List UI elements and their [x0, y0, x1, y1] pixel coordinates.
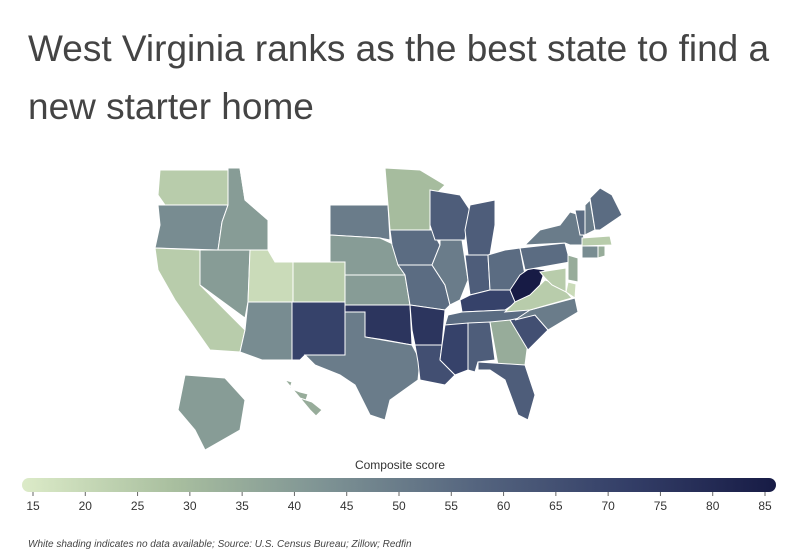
legend-tick-label: 25	[131, 499, 145, 513]
state	[157, 169, 229, 206]
state	[565, 281, 577, 299]
legend-title: Composite score	[355, 458, 445, 472]
state	[389, 229, 441, 266]
legend-tick-label: 75	[654, 499, 668, 513]
legend-tick-label: 55	[445, 499, 459, 513]
state	[581, 245, 599, 259]
state	[329, 167, 389, 206]
legend-tick-label: 15	[26, 499, 40, 513]
legend-bar	[22, 478, 776, 492]
state	[274, 214, 331, 263]
state	[464, 254, 491, 296]
state	[581, 235, 613, 247]
legend-tick-label: 85	[758, 499, 772, 513]
state	[292, 261, 346, 303]
state	[567, 254, 579, 283]
title: West Virginia ranks as the best state to…	[28, 28, 770, 127]
legend-tick-label: 45	[340, 499, 354, 513]
state	[464, 199, 496, 256]
state	[539, 267, 567, 293]
state	[477, 361, 536, 421]
state	[154, 204, 229, 251]
state	[597, 245, 606, 259]
state	[291, 301, 346, 361]
footnote: White shading indicates no data availabl…	[28, 539, 412, 550]
state	[344, 274, 411, 306]
state	[303, 311, 421, 421]
state	[239, 301, 293, 361]
state	[283, 379, 323, 417]
legend-tick-label: 70	[601, 499, 615, 513]
state	[177, 374, 246, 451]
state	[329, 204, 391, 241]
legend-tick-label: 20	[79, 499, 93, 513]
legend-tick-label: 80	[706, 499, 720, 513]
legend-tick-label: 65	[549, 499, 563, 513]
legend-tick-label: 35	[235, 499, 249, 513]
state	[409, 304, 446, 346]
legend-tick-label: 30	[183, 499, 197, 513]
state	[429, 189, 471, 241]
legend-tick-label: 40	[288, 499, 302, 513]
state	[519, 242, 571, 271]
legend-tick-label: 50	[392, 499, 406, 513]
state	[589, 187, 623, 231]
state	[431, 239, 469, 306]
legend-tick-label: 60	[497, 499, 511, 513]
